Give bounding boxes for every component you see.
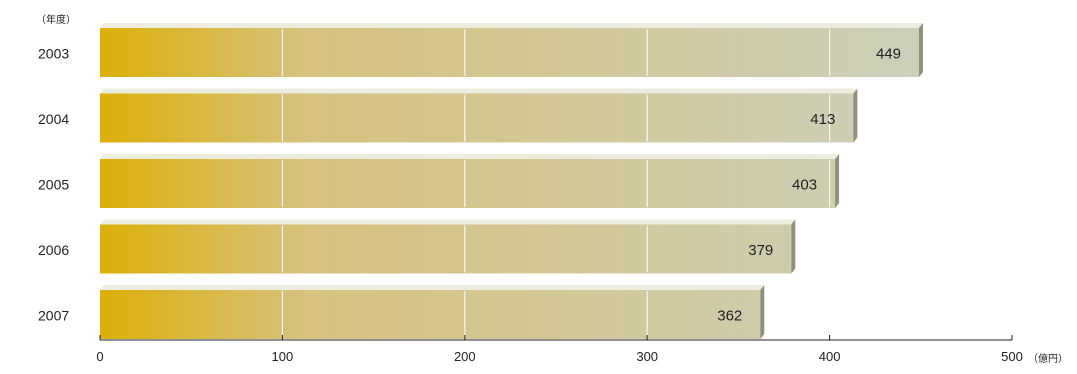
bar-2003 [100, 28, 919, 77]
category-label-2004: 2004 [38, 111, 69, 127]
x-tick-label-200: 200 [454, 349, 476, 364]
bar-group-2005: 403 2005 [38, 154, 840, 208]
bar-side-2003 [918, 23, 923, 77]
x-tick-label-400: 400 [819, 349, 841, 364]
bar-2006 [100, 224, 792, 274]
bar-side-2004 [853, 88, 858, 143]
x-tick-label-0: 0 [96, 349, 103, 364]
x-tick-label-500: 500 [1001, 349, 1023, 364]
bar-2007 [100, 290, 761, 339]
bar-top-2004 [100, 88, 858, 94]
bar-side-2005 [835, 154, 840, 208]
category-axis-unit: （年度） [36, 13, 76, 26]
bar-group-2007: 362 2007 [38, 285, 765, 339]
category-label-2003: 2003 [38, 46, 69, 62]
value-label-2007: 362 [717, 308, 742, 325]
value-label-2006: 379 [748, 242, 773, 259]
bar-top-2007 [100, 285, 765, 290]
axis-layer: （年度） （億円） 0 100 200 300 400 500 [36, 13, 1068, 365]
x-tick-label-100: 100 [272, 349, 294, 364]
category-label-2007: 2007 [38, 308, 69, 324]
category-label-2006: 2006 [38, 242, 69, 258]
x-tick-label-300: 300 [636, 349, 658, 364]
bar-group-2004: 413 2004 [38, 88, 858, 143]
value-label-2004: 413 [810, 111, 835, 128]
bar-group-2003: 449 2003 [38, 23, 923, 77]
bar-side-2006 [791, 219, 796, 274]
bar-2004 [100, 93, 854, 143]
bar-top-2003 [100, 23, 923, 28]
bar-top-2005 [100, 154, 840, 159]
bar-side-2007 [760, 285, 765, 339]
bars-layer: 449 2003 413 2004 403 2005 379 2006 362 2007 [38, 23, 923, 339]
bar-top-2006 [100, 219, 796, 225]
bar-group-2006: 379 2006 [38, 219, 796, 274]
value-label-2003: 449 [876, 46, 901, 63]
bar-2005 [100, 159, 836, 208]
value-label-2005: 403 [792, 177, 817, 194]
category-label-2005: 2005 [38, 177, 69, 193]
value-axis-unit: （億円） [1028, 352, 1068, 365]
